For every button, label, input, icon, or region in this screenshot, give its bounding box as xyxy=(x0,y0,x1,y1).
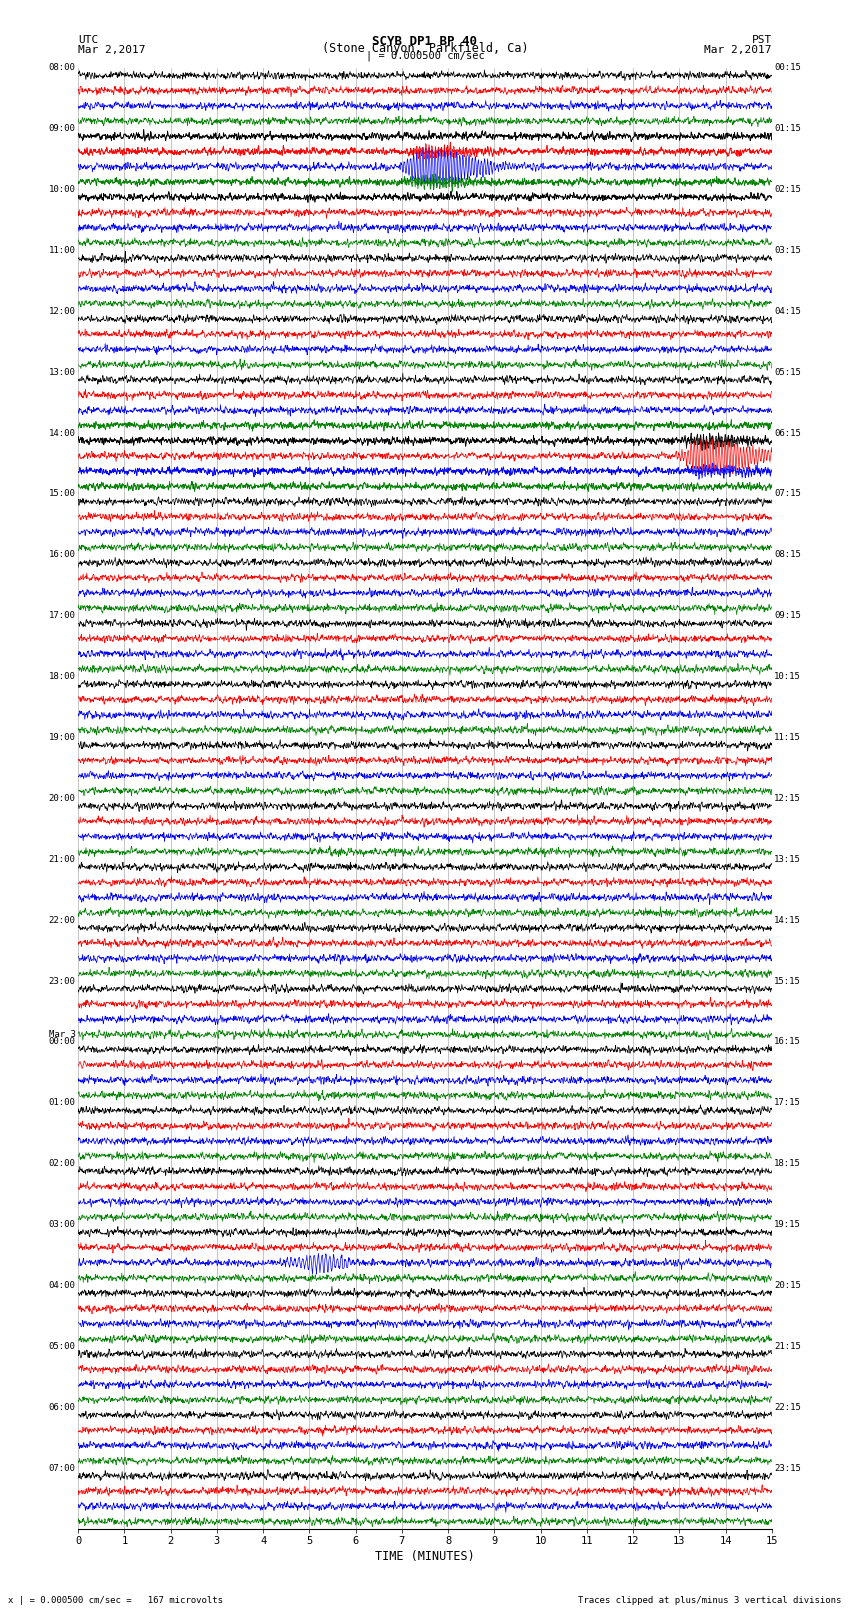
Text: (Stone Canyon, Parkfield, Ca): (Stone Canyon, Parkfield, Ca) xyxy=(321,42,529,55)
Text: x | = 0.000500 cm/sec =   167 microvolts: x | = 0.000500 cm/sec = 167 microvolts xyxy=(8,1595,224,1605)
Text: 17:15: 17:15 xyxy=(774,1098,802,1108)
Text: 09:15: 09:15 xyxy=(774,611,802,621)
Text: 12:15: 12:15 xyxy=(774,794,802,803)
Text: 18:00: 18:00 xyxy=(48,673,76,681)
Text: 23:15: 23:15 xyxy=(774,1463,802,1473)
Text: 07:15: 07:15 xyxy=(774,489,802,498)
Text: 02:15: 02:15 xyxy=(774,185,802,194)
Text: Mar 2,2017: Mar 2,2017 xyxy=(705,45,772,55)
Text: 22:00: 22:00 xyxy=(48,916,76,924)
Text: 09:00: 09:00 xyxy=(48,124,76,134)
Text: SCYB DP1 BP 40: SCYB DP1 BP 40 xyxy=(372,34,478,47)
Text: 06:15: 06:15 xyxy=(774,429,802,437)
Text: 14:15: 14:15 xyxy=(774,916,802,924)
Text: 00:00: 00:00 xyxy=(48,1037,76,1047)
Text: 13:00: 13:00 xyxy=(48,368,76,377)
Text: 13:15: 13:15 xyxy=(774,855,802,865)
Text: 12:00: 12:00 xyxy=(48,306,76,316)
Text: 19:00: 19:00 xyxy=(48,732,76,742)
Text: UTC: UTC xyxy=(78,35,99,45)
Text: 08:00: 08:00 xyxy=(48,63,76,73)
Text: 20:15: 20:15 xyxy=(774,1281,802,1290)
Text: 10:15: 10:15 xyxy=(774,673,802,681)
Text: 17:00: 17:00 xyxy=(48,611,76,621)
Text: 16:15: 16:15 xyxy=(774,1037,802,1047)
Text: 00:15: 00:15 xyxy=(774,63,802,73)
Text: 18:15: 18:15 xyxy=(774,1160,802,1168)
Text: 19:15: 19:15 xyxy=(774,1219,802,1229)
Text: 22:15: 22:15 xyxy=(774,1403,802,1411)
Text: | = 0.000500 cm/sec: | = 0.000500 cm/sec xyxy=(366,50,484,61)
Text: 06:00: 06:00 xyxy=(48,1403,76,1411)
Text: 11:15: 11:15 xyxy=(774,732,802,742)
Text: 14:00: 14:00 xyxy=(48,429,76,437)
Text: 05:15: 05:15 xyxy=(774,368,802,377)
Text: 03:00: 03:00 xyxy=(48,1219,76,1229)
Text: 23:00: 23:00 xyxy=(48,976,76,986)
Text: Mar 2,2017: Mar 2,2017 xyxy=(78,45,145,55)
Text: 05:00: 05:00 xyxy=(48,1342,76,1352)
Text: 01:15: 01:15 xyxy=(774,124,802,134)
Text: 04:00: 04:00 xyxy=(48,1281,76,1290)
Text: 15:15: 15:15 xyxy=(774,976,802,986)
Text: 10:00: 10:00 xyxy=(48,185,76,194)
Text: 21:15: 21:15 xyxy=(774,1342,802,1352)
Text: 03:15: 03:15 xyxy=(774,245,802,255)
Text: 15:00: 15:00 xyxy=(48,489,76,498)
Text: Traces clipped at plus/minus 3 vertical divisions: Traces clipped at plus/minus 3 vertical … xyxy=(578,1595,842,1605)
Text: 11:00: 11:00 xyxy=(48,245,76,255)
Text: 16:00: 16:00 xyxy=(48,550,76,560)
Text: 08:15: 08:15 xyxy=(774,550,802,560)
Text: 20:00: 20:00 xyxy=(48,794,76,803)
Text: 21:00: 21:00 xyxy=(48,855,76,865)
Text: 04:15: 04:15 xyxy=(774,306,802,316)
Text: 07:00: 07:00 xyxy=(48,1463,76,1473)
X-axis label: TIME (MINUTES): TIME (MINUTES) xyxy=(375,1550,475,1563)
Text: Mar 3: Mar 3 xyxy=(48,1029,76,1039)
Text: PST: PST xyxy=(751,35,772,45)
Text: 02:00: 02:00 xyxy=(48,1160,76,1168)
Text: 01:00: 01:00 xyxy=(48,1098,76,1108)
